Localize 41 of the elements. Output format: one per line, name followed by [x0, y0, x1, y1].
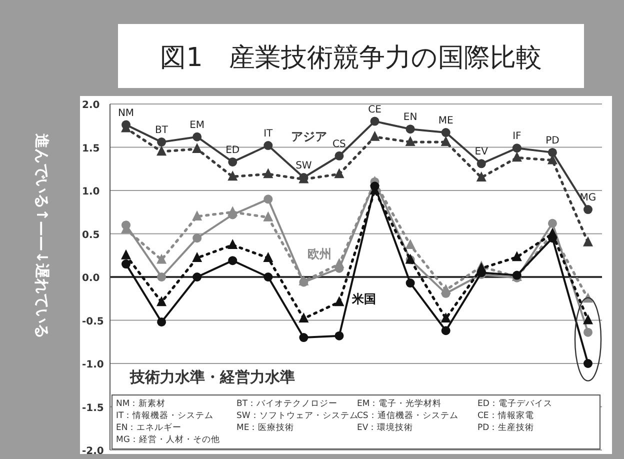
y-tick-label: 1.0 [82, 186, 100, 198]
y-tick-label: -2.0 [82, 446, 104, 457]
y-tick-label: 2.0 [82, 100, 100, 111]
x-tick-label: EN [403, 112, 418, 124]
annotation: EM：電子・光学材料 [357, 398, 442, 409]
annotation: CE：情報家電 [478, 410, 534, 421]
annotation: EN：エネルギー [116, 422, 182, 433]
x-tick-label: CS [332, 138, 346, 150]
x-tick-label: SW [296, 160, 312, 172]
x-tick-label: BT [155, 125, 169, 136]
y-tick-label: -1.0 [82, 360, 104, 370]
annotation: NM：新素材 [116, 398, 166, 409]
annotation: 技術力水準・経営力水準 [129, 368, 295, 386]
x-tick-label: ME [438, 116, 454, 127]
annotation: MG：経営・人材・その他 [116, 434, 220, 445]
x-tick-label: ED [226, 144, 240, 156]
annotation: SW：ソフトウェア・システム [236, 411, 358, 421]
annotation: PD：生産技術 [478, 422, 534, 433]
annotation: ED：電子デバイス [478, 398, 552, 409]
x-tick-label: CE [368, 104, 382, 116]
x-tick-label: PD [546, 135, 560, 146]
x-tick-label: EM [190, 120, 205, 131]
x-tick-label: EV [474, 146, 488, 158]
series-label: 欧州 [308, 246, 332, 261]
y-tick-label: 1.5 [82, 143, 100, 154]
y-tick-label: 0.5 [82, 230, 100, 241]
annotation: EV：環境技術 [357, 422, 414, 433]
annotation: IT：情報機器・システム [116, 410, 214, 421]
y-tick-label: -0.5 [82, 316, 104, 328]
chart-title: 図1 産業技術競争力の国際比較 [160, 43, 542, 73]
annotation: ME：医療技術 [236, 422, 294, 433]
x-tick-label: IT [264, 128, 274, 140]
y-tick-label: -1.5 [82, 402, 104, 414]
annotation: BT：バイオテクノロジー [236, 399, 338, 409]
x-tick-label: IF [512, 131, 522, 142]
series-label: 米国 [351, 292, 376, 306]
y-tick-label: 0.0 [82, 273, 100, 284]
annotation: CS：通信機器・システム [357, 410, 458, 421]
y-axis-title: 進んでいる↑——↓遅れている [33, 132, 51, 339]
series-label: アジア [291, 129, 328, 144]
x-tick-label: NM [118, 108, 134, 119]
